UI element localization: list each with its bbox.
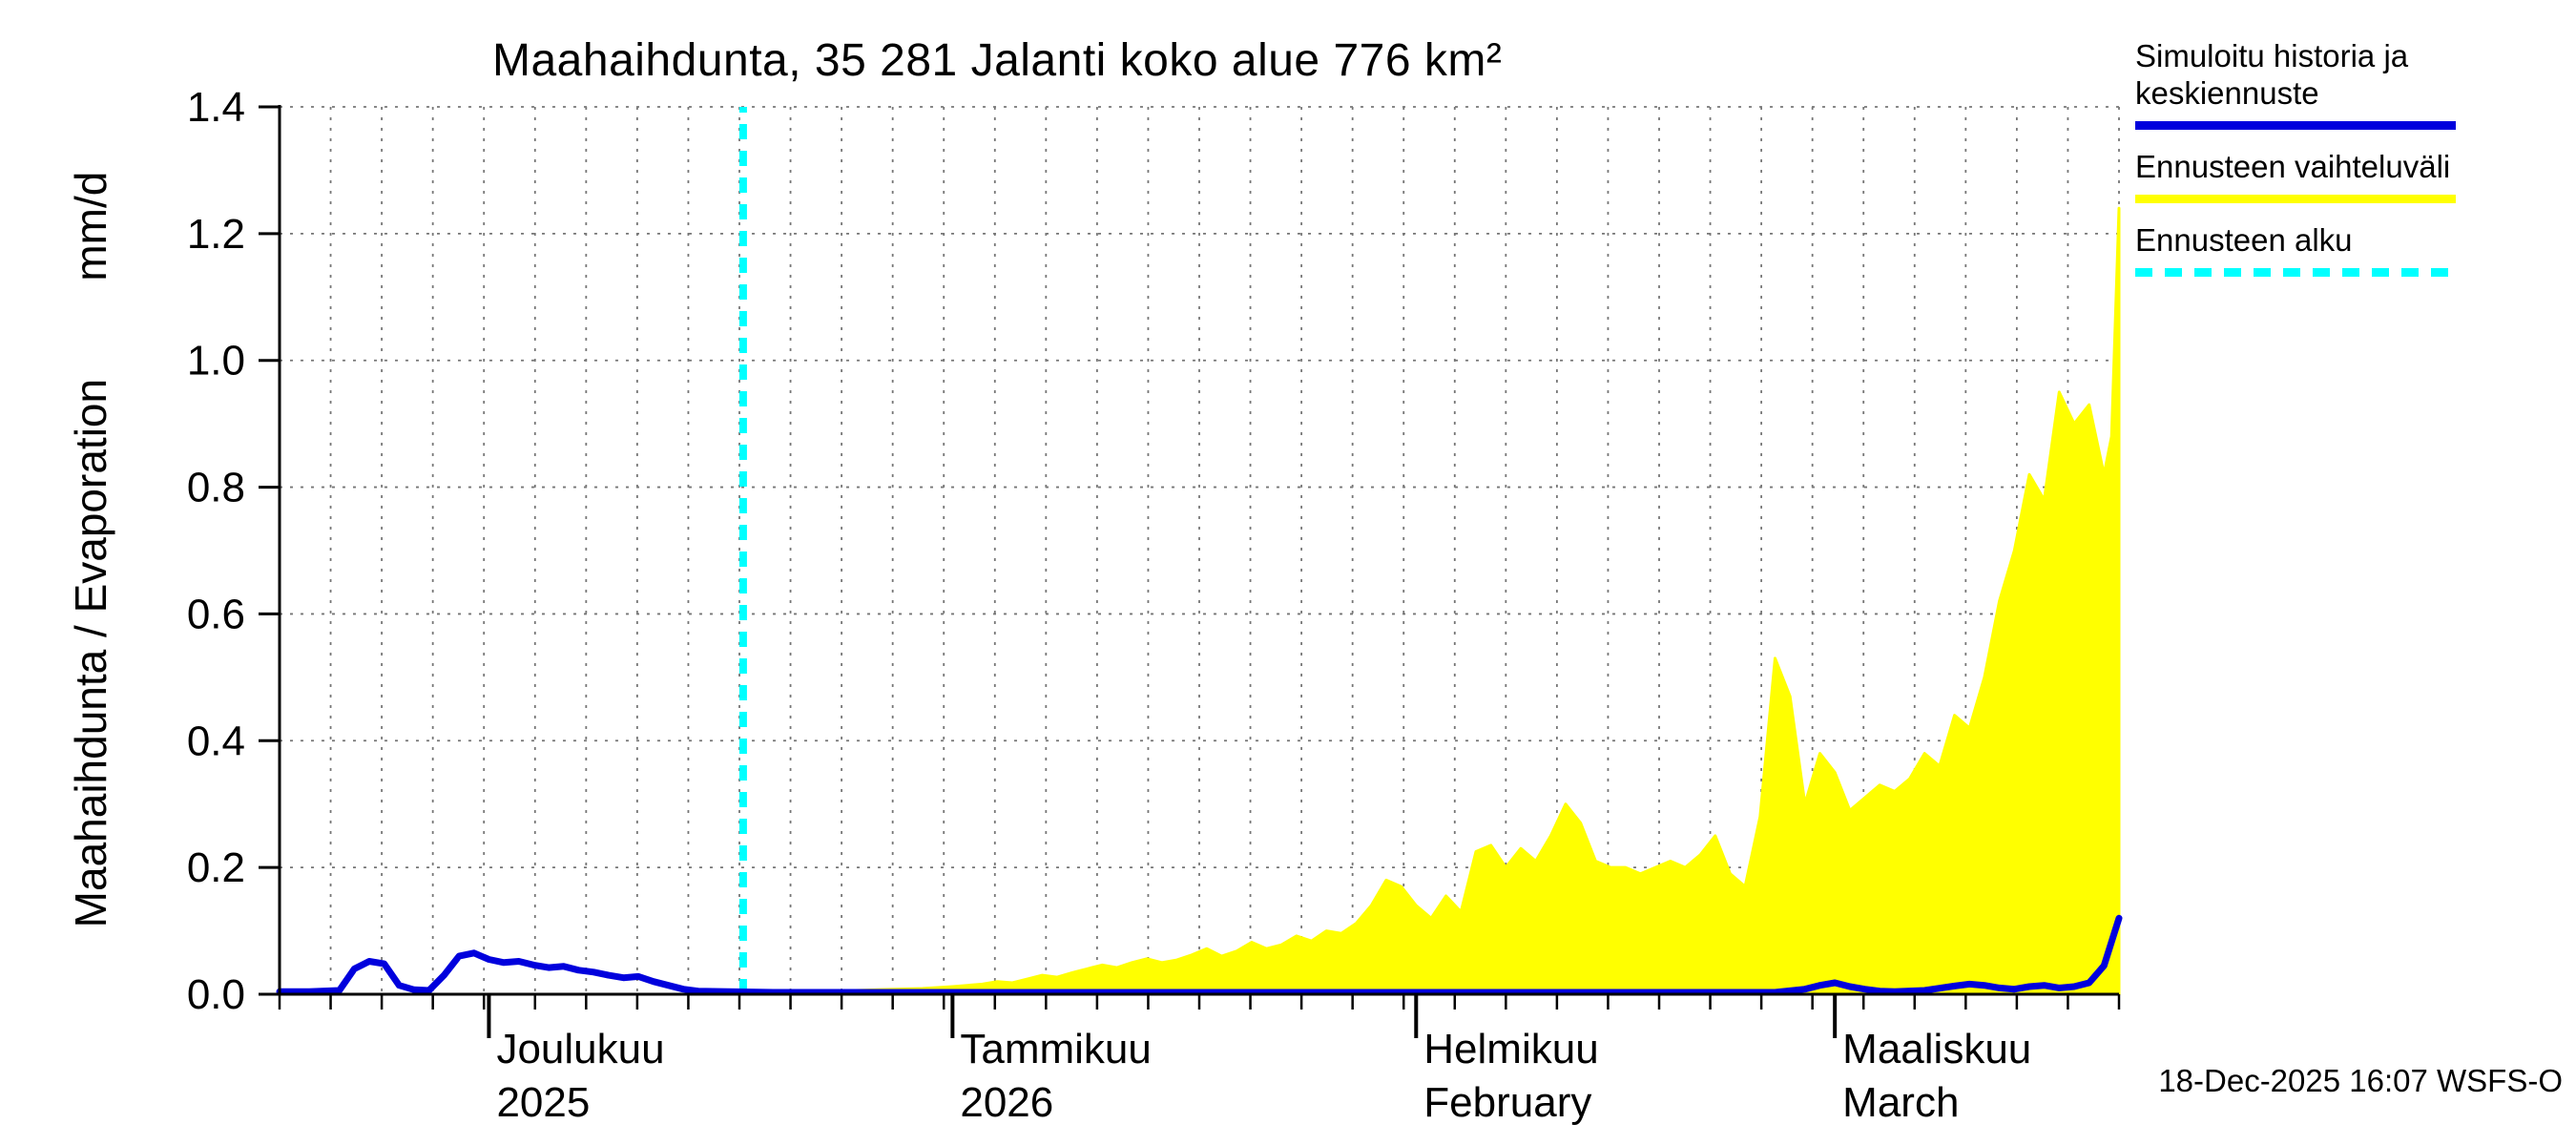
legend-label-simulated-history: Simuloitu historia ja keskiennuste xyxy=(2135,38,2409,111)
x-month-label: Helmikuu xyxy=(1423,1026,1598,1072)
forecast-range-area xyxy=(741,206,2121,996)
history-mean-line xyxy=(276,914,2123,996)
y-tick-label: 0.8 xyxy=(187,465,245,511)
x-month-sublabel: 2026 xyxy=(960,1079,1053,1126)
y-tick-label: 0.2 xyxy=(187,844,245,891)
y-tick-label: 1.0 xyxy=(187,338,245,385)
timestamp: 18-Dec-2025 16:07 WSFS-O xyxy=(2158,1063,2563,1098)
legend: Simuloitu historia ja keskiennuste Ennus… xyxy=(2135,38,2456,296)
y-tick-label: 0.4 xyxy=(187,718,245,764)
y-axis-label: Maahaihdunta / Evaporation mm/d xyxy=(66,171,115,928)
legend-label-forecast-start: Ennusteen alku xyxy=(2135,221,2353,258)
legend-line-forecast-range xyxy=(2135,194,2456,203)
legend-item-simulated-history: Simuloitu historia ja keskiennuste xyxy=(2135,38,2456,130)
x-month-sublabel: February xyxy=(1423,1079,1591,1126)
x-month-label: Tammikuu xyxy=(960,1026,1152,1072)
y-tick-label: 0.6 xyxy=(187,591,245,637)
chart-title: Maahaihdunta, 35 281 Jalanti koko alue 7… xyxy=(492,35,1503,86)
x-month-label: Maaliskuu xyxy=(1842,1026,2031,1072)
legend-item-forecast-start: Ennusteen alku xyxy=(2135,222,2456,277)
legend-line-simulated-history xyxy=(2135,120,2456,130)
y-tick-label: 1.4 xyxy=(187,84,245,131)
y-tick-label: 0.0 xyxy=(187,971,245,1018)
x-month-sublabel: 2025 xyxy=(496,1079,590,1126)
legend-item-forecast-range: Ennusteen vaihteluväli xyxy=(2135,149,2456,203)
y-tick-label: 1.2 xyxy=(187,211,245,258)
legend-label-forecast-range: Ennusteen vaihteluväli xyxy=(2135,148,2451,184)
x-month-label: Joulukuu xyxy=(496,1026,664,1072)
x-month-sublabel: March xyxy=(1842,1079,1959,1126)
legend-line-forecast-start xyxy=(2135,267,2456,277)
